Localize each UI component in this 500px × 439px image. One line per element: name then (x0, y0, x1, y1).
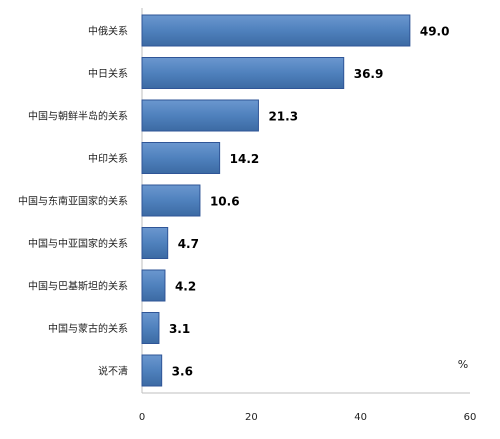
bar (141, 14, 411, 47)
category-label: 中日关系 (88, 67, 128, 80)
category-labels-group: 中俄关系中日关系中国与朝鲜半岛的关系中印关系中国与东南亚国家的关系中国与中亚国家… (18, 25, 128, 378)
x-tick-label: 20 (245, 412, 258, 423)
value-label: 49.0 (420, 25, 450, 39)
bar (141, 227, 169, 259)
bar (141, 269, 166, 302)
bar (141, 312, 160, 344)
value-label: 10.6 (210, 195, 240, 209)
value-label: 3.1 (169, 322, 190, 336)
bar (141, 184, 201, 217)
value-label: 4.2 (175, 280, 196, 294)
value-label: 36.9 (354, 67, 384, 81)
category-label: 中国与东南亚国家的关系 (18, 195, 128, 208)
value-label: 14.2 (230, 152, 260, 166)
x-tick-label: 0 (139, 412, 145, 423)
x-ticks-group: 0 20 40 60 (139, 412, 477, 423)
category-label: 中俄关系 (88, 25, 128, 38)
category-label: 中国与朝鲜半岛的关系 (28, 110, 128, 123)
category-label: 中国与蒙古的关系 (48, 322, 128, 335)
bar (141, 99, 259, 132)
category-label: 中印关系 (88, 152, 128, 165)
category-label: 中国与中亚国家的关系 (28, 237, 128, 250)
unit-label: % (458, 358, 468, 371)
bar (141, 354, 163, 387)
bar (141, 142, 221, 174)
value-label: 4.7 (178, 237, 199, 251)
x-tick-label: 60 (464, 412, 477, 423)
category-label: 说不清 (98, 365, 128, 378)
category-label: 中国与巴基斯坦的关系 (28, 280, 128, 293)
bar (141, 57, 345, 89)
x-tick-label: 40 (354, 412, 367, 423)
value-labels-group: 49.0 36.9 21.3 14.2 10.6 4.7 4.2 3.1 3.6 (169, 25, 450, 379)
value-label: 3.6 (172, 365, 193, 379)
value-label: 21.3 (268, 110, 298, 124)
bars-group (141, 14, 411, 387)
